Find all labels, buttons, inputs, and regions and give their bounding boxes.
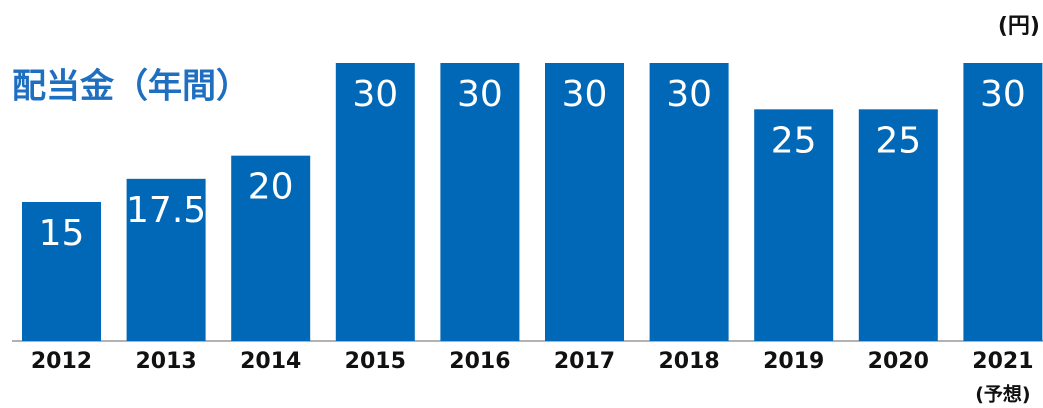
bar	[754, 109, 834, 341]
value-label: 17.5	[126, 190, 206, 231]
bar	[858, 109, 938, 341]
bar	[963, 63, 1043, 341]
x-tick-label: 2018	[658, 349, 719, 374]
bar	[231, 155, 311, 341]
annotation: (予想)	[975, 383, 1030, 406]
x-tick-label: 2021	[972, 349, 1033, 374]
bar	[649, 63, 729, 341]
bar	[22, 202, 101, 341]
value-label: 25	[875, 120, 921, 161]
bar	[545, 63, 624, 341]
x-tick-label: 2014	[240, 349, 301, 374]
x-tick-label: 2020	[868, 349, 929, 374]
bar	[126, 178, 206, 341]
value-label: 30	[562, 74, 608, 115]
value-label: 20	[248, 167, 294, 208]
value-label: 30	[666, 74, 712, 115]
x-tick-label: 2017	[554, 349, 615, 374]
value-label: 25	[771, 120, 817, 161]
value-label: 15	[39, 213, 85, 254]
chart-title: 配当金（年間）	[12, 67, 250, 107]
value-label: 30	[352, 74, 398, 115]
value-label: 30	[457, 74, 503, 115]
x-tick-label: 2019	[763, 349, 824, 374]
x-tick-label: 2012	[31, 349, 92, 374]
bar	[335, 63, 415, 341]
value-label: 30	[980, 74, 1026, 115]
x-tick-label: 2013	[135, 349, 196, 374]
x-tick-label: 2016	[449, 349, 510, 374]
x-tick-label: 2015	[345, 349, 406, 374]
unit-label: (円)	[998, 14, 1040, 39]
bar	[440, 63, 520, 341]
